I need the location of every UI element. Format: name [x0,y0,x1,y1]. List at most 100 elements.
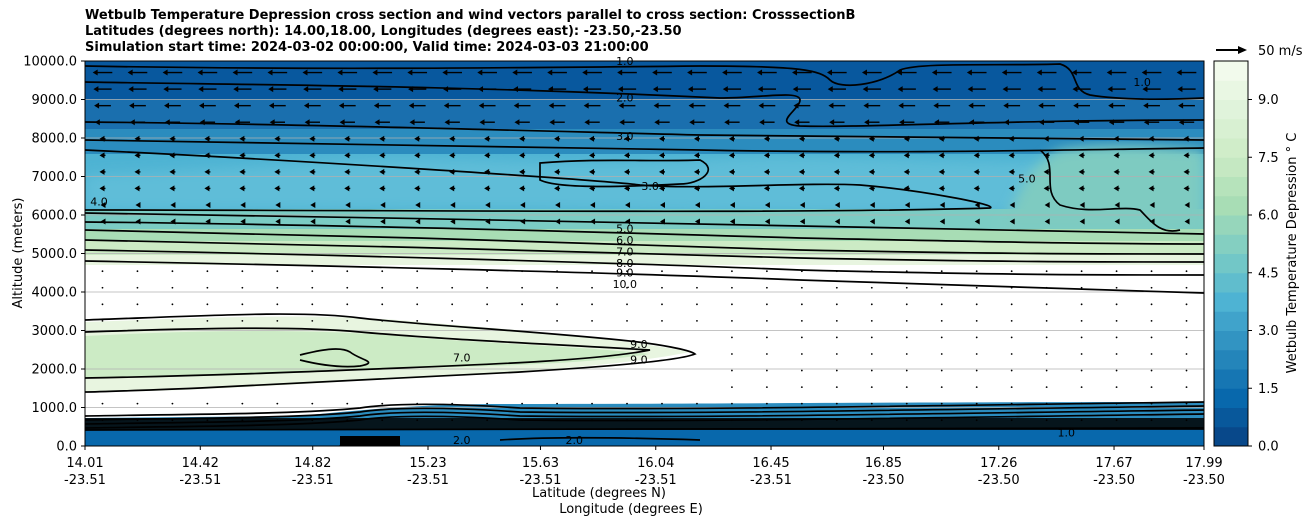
wind-vector-head [1003,119,1009,126]
colorbar-swatch [1214,311,1248,331]
wind-vector-head [275,201,281,208]
wind-vector-dot [136,402,139,405]
wind-vector-dot [311,319,314,322]
wind-vector-head [863,102,869,109]
wind-vector-dot [800,369,803,372]
x-tick-label-lon: -23.51 [635,473,677,488]
colorbar-tick-label: 1.5 [1258,382,1279,397]
wind-vector-dot [870,270,873,273]
y-tick-label: 9000.0 [32,93,78,108]
wind-vector-dot [1045,286,1048,289]
wind-vector-dot [940,419,943,422]
x-tick-label-lat: 15.23 [409,456,446,471]
wind-vector-dot [136,286,139,289]
wind-vector-head [135,218,141,225]
wind-vector-dot [940,386,943,388]
wind-vector-head [1183,135,1189,142]
wind-vector-head [1113,152,1119,159]
wind-vector-head [554,168,560,175]
colorbar-swatch [1214,157,1248,177]
wind-vector-dot [696,402,698,405]
wind-vector-head [583,102,589,109]
wind-vector-head [728,135,734,142]
wind-vector-head [204,168,210,175]
wind-vector-head [240,218,246,225]
wind-vector-head [582,69,588,76]
wind-vector-dot [1150,419,1153,422]
colorbar-swatch [1214,292,1248,312]
wind-vector-head [555,218,561,225]
wind-vector-dot [661,402,663,405]
wind-vector-dot [486,419,489,422]
wind-vector-dot [591,303,593,306]
wind-vector-head [1113,168,1119,175]
wind-vector-head [170,201,176,208]
y-tick-label: 8000.0 [32,132,78,147]
colorbar-swatch [1214,388,1248,408]
wind-vector-dot [940,402,943,405]
wind-vector-head [268,86,274,93]
x-tick-label-lon: -23.51 [64,473,106,488]
wind-vector-head [274,152,280,159]
wind-vector-head [899,119,905,126]
wind-vector-head [658,168,664,175]
wind-vector-dot [451,270,454,273]
colorbar-swatch [1214,426,1248,447]
wind-vector-dot [451,303,454,306]
wind-vector-dot [1080,402,1083,405]
wind-vector-head [799,201,805,208]
wind-vector-head [549,119,555,126]
wind-vector-dot [1150,353,1153,355]
wind-vector-head [519,152,525,159]
wind-vector-head [1001,69,1007,76]
wind-vector-head [1009,218,1015,225]
wind-vector-head [302,69,308,76]
wind-vector-head [1071,69,1077,76]
wind-vector-head [722,86,728,93]
wind-vector-head [450,201,456,208]
wind-vector-head [379,168,385,175]
wind-vector-dot [1185,319,1188,322]
wind-vector-head [728,185,734,192]
wind-vector-head [693,135,699,142]
x-tick-label-lat: 17.26 [980,456,1017,471]
wind-vector-head [833,185,839,192]
wind-vector-dot [835,386,838,388]
wind-vector-head [862,86,868,93]
wind-vector-head [205,218,211,225]
wind-vector-head [1183,168,1189,175]
wind-vector-head [135,201,141,208]
y-tick-label: 6000.0 [32,209,78,224]
wind-vector-dot [416,419,419,422]
wind-vector-head [1008,168,1014,175]
colorbar-swatch [1214,61,1248,81]
wind-vector-head [1141,69,1147,76]
x-tick-label-lat: 15.63 [522,456,559,471]
wind-vector-dot [381,303,384,306]
wind-vector-dot [416,319,419,322]
wind-vector-head [966,69,972,76]
contour-10 [85,260,1204,294]
wind-vector-head [170,218,176,225]
wind-vector-dot [940,353,943,355]
wind-vector-dot [975,353,978,355]
wind-vector-head [938,135,944,142]
wind-vector-dot [1185,386,1188,388]
y-tick-label: 1000.0 [32,401,78,416]
wind-vector-head [1143,102,1149,109]
fill-band-4500 [85,255,1204,265]
wind-vector-dot [1185,402,1188,405]
wind-vector-head [792,69,798,76]
wind-vector-head [547,86,553,93]
contour-label: 9.0 [630,338,648,351]
colorbar-swatch [1214,330,1248,351]
fill-band-6000 [85,209,1204,229]
wind-vector-head [1078,135,1084,142]
wind-vector-dot [661,303,663,306]
wind-vector-dot [1010,353,1013,355]
wind-vector-dot [696,319,698,322]
wind-vector-head [589,185,595,192]
wind-vector-head [938,152,944,159]
wind-vector-dot [171,419,174,422]
wind-vector-head [310,201,316,208]
